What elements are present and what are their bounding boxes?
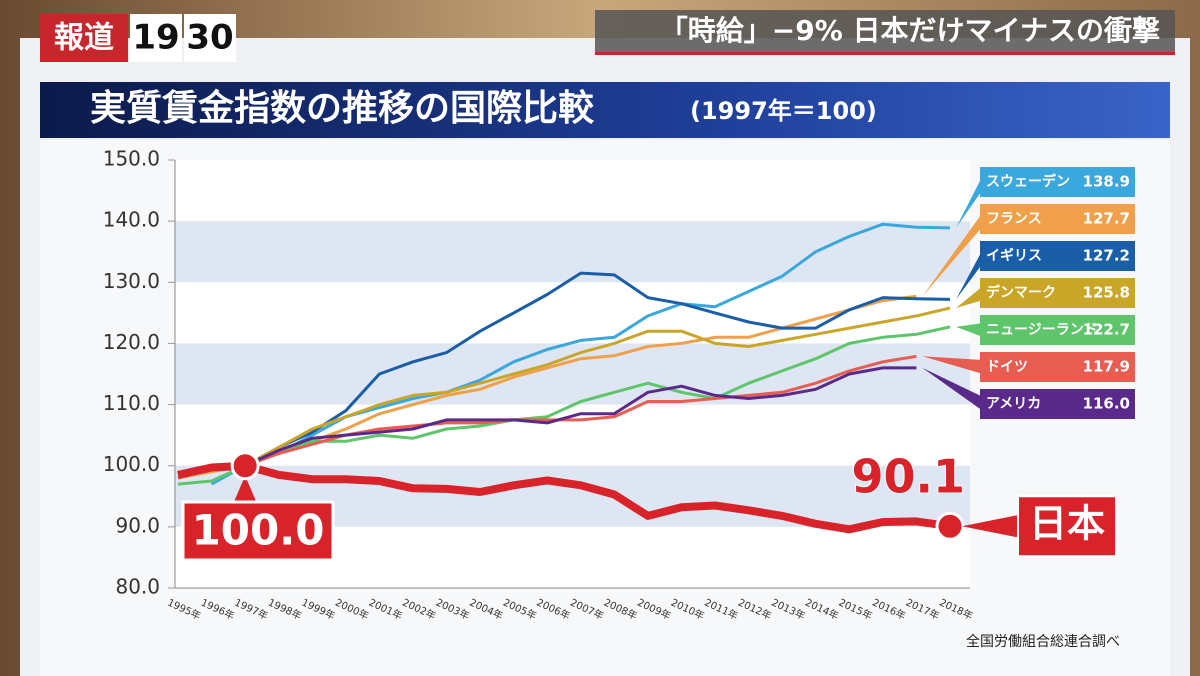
- legend-box: [980, 167, 1135, 197]
- legend-pointer: [922, 212, 983, 297]
- chart-subtitle: (1997年＝100): [690, 97, 877, 125]
- legend-pointer: [956, 323, 983, 337]
- series-line: [244, 271, 951, 468]
- y-tick-label: 100.0: [103, 452, 160, 476]
- legend-box: [980, 204, 1135, 234]
- legend-label: ドイツ: [986, 359, 1028, 375]
- y-tick-label: 140.0: [103, 208, 160, 232]
- logo-block: [184, 14, 236, 62]
- legend-value: 117.9: [1083, 358, 1130, 376]
- point: [230, 451, 260, 481]
- legend-value: 127.2: [1083, 247, 1130, 265]
- y-tick-label: 150.0: [103, 147, 160, 171]
- legend-value: 127.7: [1083, 210, 1130, 228]
- legend-pointer: [922, 356, 983, 374]
- legend-pointer: [922, 367, 983, 411]
- band: [175, 221, 970, 283]
- y-tick-label: 80.0: [115, 575, 160, 599]
- y-tick-label: 110.0: [103, 391, 160, 415]
- program-time: 19: [132, 18, 179, 58]
- legend-value: 138.9: [1083, 173, 1130, 191]
- legend-box: [980, 241, 1135, 271]
- logo-block: [40, 14, 128, 62]
- legend-value: 125.8: [1083, 284, 1130, 302]
- legend-label: デンマーク: [986, 284, 1056, 301]
- series-line: [177, 325, 951, 486]
- logo-block: [130, 14, 182, 62]
- legend-label: イギリス: [986, 247, 1042, 264]
- program-name: 報道: [54, 21, 114, 56]
- source: 全国労働組合総連合調べ: [966, 633, 1120, 650]
- y-tick-label: 130.0: [103, 269, 160, 293]
- title-bar: [40, 82, 1170, 138]
- callout-pointer: [233, 475, 258, 504]
- headline-box: [595, 10, 1175, 52]
- legend-pointer: [956, 175, 983, 228]
- legend-box: [980, 315, 1135, 345]
- legend-label: アメリカ: [986, 396, 1041, 412]
- program-time: 30: [186, 18, 233, 58]
- series-line: [177, 354, 917, 480]
- y-tick-label: 120.0: [103, 330, 160, 354]
- legend-pointer: [956, 249, 983, 300]
- series-line: [244, 366, 917, 468]
- start-label: 100.0: [192, 506, 325, 555]
- legend-value: 116.0: [1083, 395, 1130, 413]
- legend-box: [980, 389, 1135, 419]
- legend-box: [980, 278, 1135, 308]
- y-tick-label: 90.0: [115, 513, 160, 537]
- legend-box: [1017, 495, 1117, 558]
- legend-label: フランス: [986, 211, 1042, 227]
- series-line: [244, 306, 951, 468]
- headline: 「時給」−9% 日本だけマイナスの衝撃: [660, 14, 1160, 47]
- legend-label: 日本: [1029, 502, 1105, 546]
- series-line: [210, 222, 951, 486]
- legend-label: スウェーデン: [986, 173, 1070, 190]
- series-line: [177, 461, 951, 534]
- start-callout: [181, 500, 335, 562]
- legend-box: [980, 352, 1135, 382]
- headline-underline: [595, 52, 1175, 55]
- legend-pointer: [956, 286, 983, 308]
- legend-label: ニュージーランド: [986, 322, 1098, 338]
- legend-pointer: [962, 514, 1022, 539]
- legend-value: 122.7: [1083, 321, 1130, 339]
- end-label: 90.1: [852, 450, 966, 504]
- chart-title: 実質賃金指数の推移の国際比較: [90, 87, 595, 129]
- point: [935, 511, 965, 541]
